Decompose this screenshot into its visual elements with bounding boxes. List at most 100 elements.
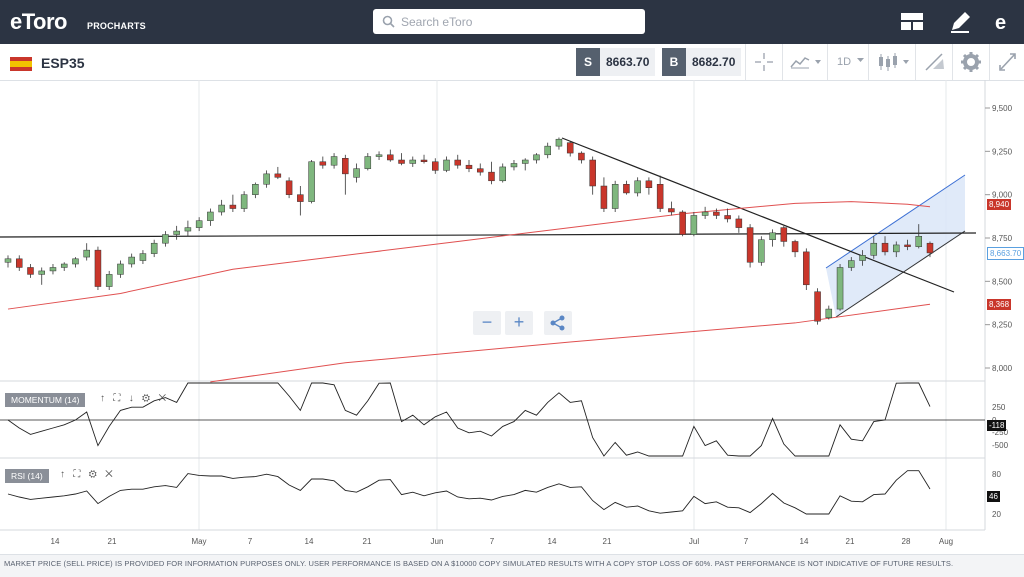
candle[interactable] bbox=[600, 177, 608, 212]
candle[interactable] bbox=[308, 160, 315, 204]
candle[interactable] bbox=[72, 257, 79, 268]
rsi-line[interactable] bbox=[7, 470, 931, 515]
candle[interactable] bbox=[634, 177, 641, 197]
candle[interactable] bbox=[218, 199, 225, 216]
momentum-line[interactable] bbox=[7, 382, 931, 457]
moving-average-slow[interactable] bbox=[210, 303, 931, 383]
candle[interactable] bbox=[679, 210, 686, 237]
sell-price-box[interactable]: S 8663.70 bbox=[576, 48, 656, 76]
candle[interactable] bbox=[83, 243, 90, 261]
candle[interactable] bbox=[656, 175, 664, 212]
candle[interactable] bbox=[645, 177, 653, 195]
candle[interactable] bbox=[510, 160, 518, 171]
candle[interactable] bbox=[870, 236, 878, 259]
candle[interactable] bbox=[353, 163, 360, 183]
instrument-symbol[interactable]: ESP35 bbox=[41, 55, 85, 71]
rsi-label[interactable]: RSI (14) bbox=[5, 469, 49, 483]
candle[interactable] bbox=[364, 153, 372, 171]
close-icon[interactable]: ✕ bbox=[105, 469, 113, 480]
candle[interactable] bbox=[105, 270, 113, 290]
candle[interactable] bbox=[252, 182, 259, 199]
candle[interactable] bbox=[274, 166, 282, 180]
candle[interactable] bbox=[263, 170, 270, 188]
candle[interactable] bbox=[319, 156, 327, 169]
search-input[interactable]: Search eToro bbox=[373, 9, 645, 34]
candle[interactable] bbox=[15, 255, 23, 271]
candle[interactable] bbox=[803, 248, 810, 290]
candle[interactable] bbox=[195, 217, 203, 232]
horizontal-level-line[interactable] bbox=[0, 232, 977, 238]
candle[interactable] bbox=[521, 158, 529, 171]
candle[interactable] bbox=[342, 154, 349, 195]
channel-upper-line[interactable] bbox=[825, 174, 966, 269]
candle[interactable] bbox=[769, 229, 776, 247]
candle[interactable] bbox=[387, 149, 394, 162]
layout-icon[interactable] bbox=[898, 8, 926, 36]
crosshair-button[interactable] bbox=[745, 44, 782, 80]
etoro-logo[interactable]: eToro bbox=[10, 9, 67, 34]
candle[interactable] bbox=[398, 153, 405, 166]
candle[interactable] bbox=[758, 236, 765, 266]
candle[interactable] bbox=[690, 212, 698, 237]
candle[interactable] bbox=[27, 264, 34, 278]
candle[interactable] bbox=[476, 163, 484, 176]
arrow-up-icon[interactable]: ↑ bbox=[60, 469, 65, 480]
candle[interactable] bbox=[904, 239, 911, 251]
maximize-icon[interactable]: ⛶ bbox=[73, 469, 81, 480]
pencil-icon[interactable] bbox=[946, 8, 974, 36]
etoro-e-icon[interactable]: e bbox=[990, 8, 1018, 36]
arrow-up-icon[interactable]: ↑ bbox=[100, 393, 105, 404]
candle[interactable] bbox=[409, 156, 417, 167]
candle[interactable] bbox=[848, 257, 855, 271]
candle[interactable] bbox=[150, 239, 158, 258]
gear-icon[interactable]: ⚙ bbox=[88, 469, 97, 480]
candle[interactable] bbox=[173, 225, 180, 240]
share-button[interactable] bbox=[544, 311, 572, 335]
candle[interactable] bbox=[566, 140, 574, 157]
candle[interactable] bbox=[454, 154, 462, 169]
candle[interactable] bbox=[443, 156, 450, 173]
candle[interactable] bbox=[207, 208, 214, 226]
drawing-tools-button[interactable] bbox=[915, 44, 952, 80]
timeframe-select[interactable]: 1D bbox=[827, 44, 868, 80]
candle[interactable] bbox=[499, 163, 506, 183]
candle[interactable] bbox=[432, 158, 439, 174]
candle[interactable] bbox=[814, 288, 821, 325]
candle[interactable] bbox=[465, 160, 473, 173]
candle[interactable] bbox=[825, 305, 833, 320]
candle[interactable] bbox=[746, 224, 754, 268]
candle[interactable] bbox=[735, 215, 743, 233]
zoom-out-button[interactable]: − bbox=[473, 311, 501, 335]
candle[interactable] bbox=[297, 186, 304, 216]
candle[interactable] bbox=[94, 246, 102, 290]
gear-icon[interactable]: ⚙ bbox=[142, 393, 151, 404]
indicators-button[interactable] bbox=[782, 44, 827, 80]
candle[interactable] bbox=[49, 264, 57, 275]
candle[interactable] bbox=[881, 236, 889, 256]
candle[interactable] bbox=[836, 264, 844, 311]
fullscreen-button[interactable] bbox=[989, 44, 1024, 80]
candle[interactable] bbox=[859, 250, 866, 266]
candle[interactable] bbox=[623, 180, 630, 195]
candle[interactable] bbox=[780, 225, 788, 247]
chart-type-button[interactable] bbox=[868, 44, 915, 80]
candle[interactable] bbox=[668, 201, 675, 216]
candle[interactable] bbox=[533, 153, 540, 164]
arrow-down-icon[interactable]: ↓ bbox=[128, 393, 134, 404]
candle[interactable] bbox=[420, 154, 428, 164]
candle[interactable] bbox=[38, 267, 45, 285]
candle[interactable] bbox=[375, 151, 383, 160]
momentum-label[interactable]: MOMENTUM (14) bbox=[5, 393, 86, 407]
price-chart[interactable]: 9,500 9,250 9,000 8,750 8,500 8,250 8,000 14 21 M… bbox=[0, 80, 1024, 554]
candle[interactable] bbox=[611, 180, 619, 212]
candle[interactable] bbox=[713, 208, 720, 219]
buy-price-box[interactable]: B 8682.70 bbox=[662, 48, 742, 76]
zoom-in-button[interactable]: + bbox=[505, 311, 533, 335]
candle[interactable] bbox=[60, 262, 68, 271]
settings-button[interactable] bbox=[952, 44, 989, 80]
candle[interactable] bbox=[229, 194, 237, 212]
candle[interactable] bbox=[915, 224, 923, 249]
candle[interactable] bbox=[724, 208, 731, 223]
maximize-icon[interactable]: ⛶ bbox=[113, 393, 121, 404]
candle[interactable] bbox=[330, 153, 338, 169]
